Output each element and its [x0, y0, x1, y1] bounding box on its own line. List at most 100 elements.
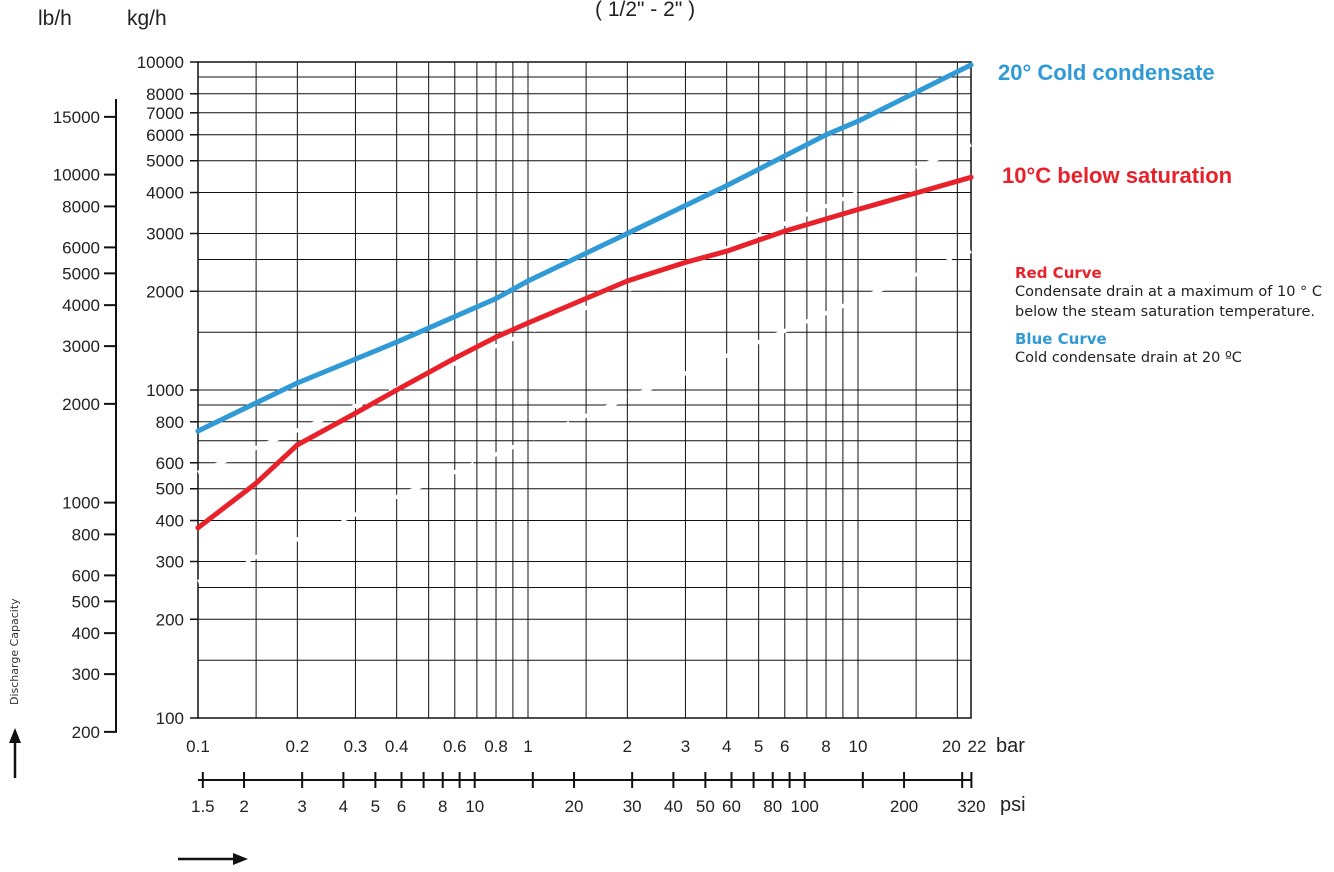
red-curve — [195, 174, 974, 531]
lbh-tick-label: 8000 — [62, 197, 100, 216]
blue-curve-point — [823, 132, 829, 138]
faint-guide-line — [197, 249, 972, 584]
lbh-tick-label: 600 — [72, 566, 100, 585]
red-curve-point — [782, 228, 788, 234]
curve-notes: Red Curve Condensate drain at a maximum … — [1015, 264, 1333, 368]
kgh-tick-label: 3000 — [146, 225, 184, 244]
kgh-tick-label: 100 — [156, 709, 184, 728]
psi-tick-label: 60 — [722, 797, 741, 816]
red-curve-point — [493, 334, 499, 340]
curves — [195, 62, 974, 584]
lbh-tick-label: 400 — [72, 624, 100, 643]
red-curve-point — [352, 410, 358, 416]
red-curve-text: Condensate drain at a maximum of 10 ° C … — [1015, 284, 1323, 320]
kgh-tick-label: 5000 — [146, 152, 184, 171]
psi-tick-label: 10 — [465, 797, 484, 816]
red-series-label: 10°C below saturation — [1002, 163, 1232, 188]
grid — [104, 61, 972, 733]
up-arrow-icon — [9, 728, 21, 778]
red-curve-point — [855, 207, 861, 213]
red-curve-point — [525, 320, 531, 326]
lbh-tick-label: 500 — [72, 592, 100, 611]
psi-tick-label: 3 — [297, 797, 306, 816]
lbh-tick-label: 5000 — [62, 264, 100, 283]
bar-tick-label: 6 — [780, 737, 789, 756]
lbh-tick-label: 4000 — [62, 296, 100, 315]
blue-curve-point — [294, 380, 300, 386]
lbh-tick-label: 15000 — [53, 108, 100, 127]
kgh-tick-label: 6000 — [146, 126, 184, 145]
blue-curve-point — [525, 278, 531, 284]
blue-curve — [195, 62, 974, 434]
psi-tick-label: 50 — [696, 797, 715, 816]
blue-curve-text: Cold condensate drain at 20 ºC — [1015, 350, 1242, 366]
faint-guide-line — [197, 142, 972, 475]
psi-tick-label: 200 — [890, 797, 918, 816]
kgh-unit: kg/h — [127, 7, 167, 30]
bar-tick-label: 0.6 — [443, 737, 467, 756]
psi-tick-label: 100 — [791, 797, 819, 816]
lbh-tick-label: 1000 — [62, 494, 100, 513]
lbh-tick-label: 2000 — [62, 395, 100, 414]
bar-unit: bar — [996, 735, 1025, 757]
kgh-tick-label: 1000 — [146, 381, 184, 400]
blue-curve-point — [968, 62, 974, 68]
lbh-tick-label: 6000 — [62, 238, 100, 257]
bar-tick-label: 0.3 — [344, 737, 368, 756]
blue-curve-point — [624, 231, 630, 237]
psi-tick-label: 4 — [339, 797, 348, 816]
bar-tick-label: 0.1 — [186, 737, 210, 756]
psi-tick-label: 20 — [565, 797, 584, 816]
red-curve-point — [452, 355, 458, 361]
psi-tick-label: 8 — [438, 797, 447, 816]
red-curve-point — [968, 174, 974, 180]
y-tick-labels: 200 300 400 500 600 800 1000 2000 3000 4000 5000 60… — [53, 53, 184, 742]
red-curve-point — [394, 387, 400, 393]
kgh-tick-label: 2000 — [146, 282, 184, 301]
kgh-tick-label: 8000 — [146, 85, 184, 104]
bar-tick-label: 4 — [722, 737, 731, 756]
red-curve-point — [682, 259, 688, 265]
lbh-tick-label: 10000 — [53, 166, 100, 185]
psi-tick-label: 40 — [664, 797, 683, 816]
psi-unit: psi — [1000, 794, 1026, 816]
psi-tick-label: 80 — [763, 797, 782, 816]
psi-tick-label: 320 — [957, 797, 985, 816]
bar-tick-label: 2 — [623, 737, 632, 756]
bar-tick-label: 5 — [754, 737, 763, 756]
bar-tick-label: 20 — [942, 737, 961, 756]
kgh-tick-label: 7000 — [146, 104, 184, 123]
psi-tick-label: 5 — [371, 797, 380, 816]
psi-tick-label: 2 — [239, 797, 248, 816]
lbh-tick-label: 200 — [72, 723, 100, 742]
psi-tick-label: 6 — [397, 797, 406, 816]
kgh-tick-label: 4000 — [146, 184, 184, 203]
blue-curve-point — [855, 118, 861, 124]
kgh-tick-label: 200 — [156, 610, 184, 629]
lbh-unit: lb/h — [38, 7, 72, 30]
psi-tick-label: 1.5 — [191, 797, 215, 816]
blue-curve-point — [493, 296, 499, 302]
bar-tick-label: 22 — [968, 737, 987, 756]
blue-series-label: 20° Cold condensate — [998, 60, 1215, 85]
bar-tick-label: 1 — [523, 737, 532, 756]
psi-scale: 1.5 2 3 4 5 6 8 10 20 30 40 50 60 80 100 200 320 — [191, 772, 986, 816]
bar-tick-label: 0.4 — [385, 737, 409, 756]
bar-tick-label: 3 — [681, 737, 690, 756]
discharge-capacity-label: Discharge Capacity — [8, 598, 21, 705]
red-curve-point — [195, 525, 201, 531]
red-curve-point — [724, 248, 730, 254]
x-tick-labels: 0.1 0.2 0.3 0.4 0.6 0.8 1 2 3 4 5 6 8 10 20 22 — [186, 737, 986, 756]
lbh-tick-label: 3000 — [62, 337, 100, 356]
red-curve-point — [253, 480, 259, 486]
kgh-tick-label: 600 — [156, 454, 184, 473]
psi-tick-label: 30 — [623, 797, 642, 816]
bar-tick-label: 0.8 — [484, 737, 508, 756]
right-arrow-icon — [178, 853, 248, 865]
blue-curve-point — [724, 183, 730, 189]
blue-curve-title: Blue Curve — [1015, 330, 1107, 348]
red-curve-point — [294, 442, 300, 448]
lbh-tick-label: 300 — [72, 665, 100, 684]
kgh-tick-label: 10000 — [137, 53, 184, 72]
